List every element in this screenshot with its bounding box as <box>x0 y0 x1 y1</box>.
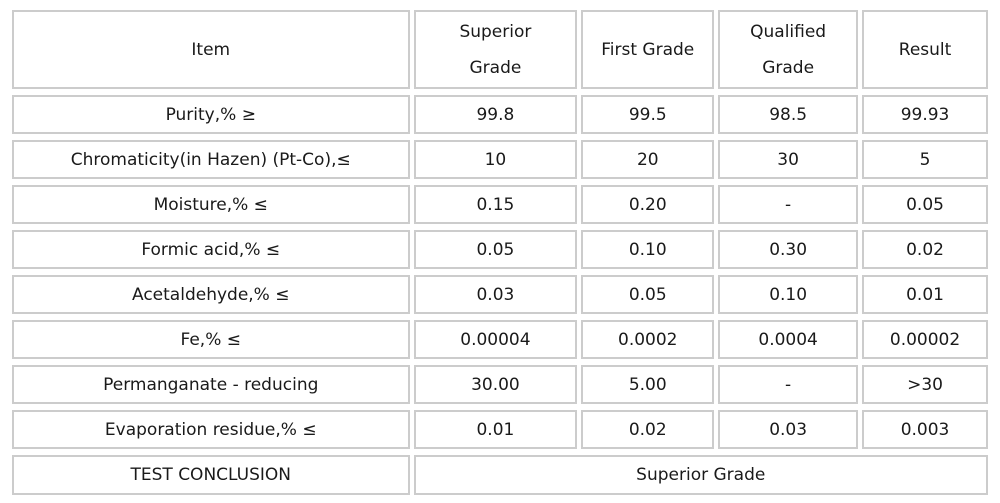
conclusion-label-cell: TEST CONCLUSION <box>12 455 410 495</box>
item-cell: Formic acid,% ≤ <box>12 230 410 269</box>
header-cell-superior-grade: Superior Grade <box>413 10 578 89</box>
value-cell-result: >30 <box>862 365 988 404</box>
table-row-acetaldehyde: Acetaldehyde,% ≤ 0.03 0.05 0.10 0.01 <box>12 275 988 314</box>
table-row-permanganate: Permanganate - reducing 30.00 5.00 - >30 <box>12 365 988 404</box>
table-row-conclusion: TEST CONCLUSION Superior Grade <box>12 455 988 495</box>
value-cell-qualified: 0.30 <box>718 230 859 269</box>
value-cell-first: 0.02 <box>581 410 715 449</box>
value-cell-qualified: 30 <box>718 140 859 179</box>
table-row-fe: Fe,% ≤ 0.00004 0.0002 0.0004 0.00002 <box>12 320 988 359</box>
value-cell-result: 0.05 <box>862 185 988 224</box>
value-cell-superior: 0.03 <box>413 275 578 314</box>
value-cell-superior: 10 <box>413 140 578 179</box>
header-cell-qualified-grade: Qualified Grade <box>718 10 859 89</box>
table-row-moisture: Moisture,% ≤ 0.15 0.20 - 0.05 <box>12 185 988 224</box>
value-cell-result: 5 <box>862 140 988 179</box>
item-cell: Moisture,% ≤ <box>12 185 410 224</box>
value-cell-superior: 0.15 <box>413 185 578 224</box>
table-row-formic-acid: Formic acid,% ≤ 0.05 0.10 0.30 0.02 <box>12 230 988 269</box>
item-cell: Acetaldehyde,% ≤ <box>12 275 410 314</box>
value-cell-first: 0.0002 <box>581 320 715 359</box>
value-cell-first: 5.00 <box>581 365 715 404</box>
value-cell-first: 20 <box>581 140 715 179</box>
header-label: Grade <box>469 57 522 78</box>
table-row-purity: Purity,% ≥ 99.8 99.5 98.5 99.93 <box>12 95 988 134</box>
table-row-chromaticity: Chromaticity(in Hazen) (Pt-Co),≤ 10 20 3… <box>12 140 988 179</box>
value-cell-superior: 99.8 <box>413 95 578 134</box>
header-cell-item: Item <box>12 10 410 89</box>
value-cell-first: 0.10 <box>581 230 715 269</box>
header-label: Superior <box>459 21 532 42</box>
item-cell: Chromaticity(in Hazen) (Pt-Co),≤ <box>12 140 410 179</box>
value-cell-first: 0.20 <box>581 185 715 224</box>
value-cell-result: 99.93 <box>862 95 988 134</box>
item-cell: Evaporation residue,% ≤ <box>12 410 410 449</box>
item-cell: Fe,% ≤ <box>12 320 410 359</box>
header-label: Qualified <box>750 21 827 42</box>
header-label: Grade <box>762 57 815 78</box>
header-cell-result: Result <box>862 10 988 89</box>
header-row: Item Superior Grade First Grade Qualifie… <box>12 10 988 89</box>
value-cell-qualified: 98.5 <box>718 95 859 134</box>
conclusion-value-cell: Superior Grade <box>413 455 988 495</box>
value-cell-result: 0.003 <box>862 410 988 449</box>
value-cell-superior: 30.00 <box>413 365 578 404</box>
value-cell-result: 0.01 <box>862 275 988 314</box>
value-cell-first: 0.05 <box>581 275 715 314</box>
header-label: Result <box>898 39 952 60</box>
value-cell-result: 0.00002 <box>862 320 988 359</box>
spec-table: Item Superior Grade First Grade Qualifie… <box>8 4 992 501</box>
header-cell-first-grade: First Grade <box>581 10 715 89</box>
value-cell-qualified: 0.10 <box>718 275 859 314</box>
item-cell: Purity,% ≥ <box>12 95 410 134</box>
table-row-evaporation-residue: Evaporation residue,% ≤ 0.01 0.02 0.03 0… <box>12 410 988 449</box>
value-cell-qualified: - <box>718 365 859 404</box>
value-cell-qualified: 0.0004 <box>718 320 859 359</box>
value-cell-superior: 0.00004 <box>413 320 578 359</box>
value-cell-superior: 0.01 <box>413 410 578 449</box>
header-label: First Grade <box>601 39 695 60</box>
value-cell-qualified: 0.03 <box>718 410 859 449</box>
value-cell-result: 0.02 <box>862 230 988 269</box>
value-cell-superior: 0.05 <box>413 230 578 269</box>
header-label: Item <box>191 39 231 60</box>
value-cell-qualified: - <box>718 185 859 224</box>
value-cell-first: 99.5 <box>581 95 715 134</box>
item-cell: Permanganate - reducing <box>12 365 410 404</box>
